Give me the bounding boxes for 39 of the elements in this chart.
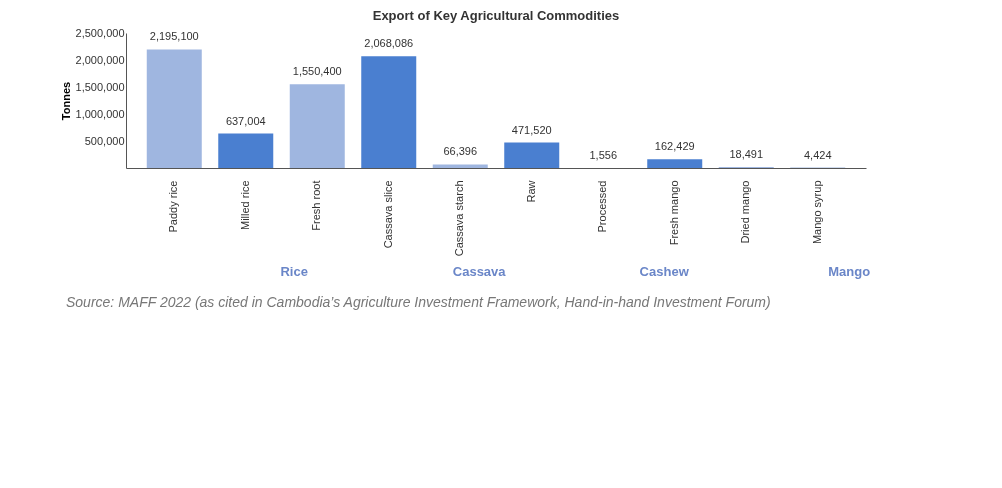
- bar: [504, 142, 560, 168]
- y-tick-label: 2,500,000: [75, 26, 125, 39]
- bar: [289, 84, 345, 168]
- data-label: 4,424: [803, 148, 832, 161]
- x-tick-label: Processed: [596, 180, 609, 233]
- x-tick-label: Fresh root: [310, 180, 323, 231]
- bar: [146, 49, 202, 168]
- data-label: 637,004: [225, 114, 266, 127]
- data-label: 18,491: [729, 148, 764, 160]
- x-tick-label: Mango syrup: [810, 180, 823, 245]
- y-tick-label: 1,500,000: [75, 80, 125, 93]
- source-note: Source: MAFF 2022 (as cited in Cambodia’s Agriculture Investment Framework, Hand-in-hand Investment Forum): [66, 294, 771, 310]
- y-tick-label: 2,000,000: [75, 53, 125, 66]
- bar: [647, 159, 703, 168]
- x-tick-label: Paddy rice: [167, 180, 180, 233]
- text: Rice: [280, 264, 308, 279]
- x-tick-label: Milled rice: [238, 180, 251, 231]
- data-label: 162,429: [654, 140, 695, 153]
- x-tick-label: Dried mango: [739, 180, 752, 244]
- x-tick-label: Fresh mango: [667, 180, 680, 246]
- y-tick-label: 500,000: [84, 134, 125, 147]
- bar: [218, 133, 274, 168]
- data-label: 2,195,100: [149, 30, 199, 43]
- data-label: 66,396: [443, 145, 478, 158]
- text: Mango: [828, 264, 871, 279]
- x-tick-label: Raw: [524, 180, 537, 203]
- bar: [432, 164, 488, 168]
- data-label: 1,550,400: [292, 65, 342, 78]
- text: Cassava: [452, 264, 507, 279]
- chart-title: Export of Key Agricultural Commodities: [372, 8, 620, 23]
- y-tick-label: 1,000,000: [75, 107, 125, 120]
- data-label: 1,556: [589, 148, 618, 161]
- text: Cashew: [639, 264, 690, 279]
- x-tick-label: Cassava starch: [453, 180, 466, 257]
- data-label: 471,520: [511, 123, 552, 136]
- data-label: 2,068,086: [364, 37, 414, 50]
- bar: [361, 56, 417, 168]
- x-tick-label: Cassava slice: [381, 180, 394, 249]
- y-axis-title: Tonnes: [59, 81, 72, 121]
